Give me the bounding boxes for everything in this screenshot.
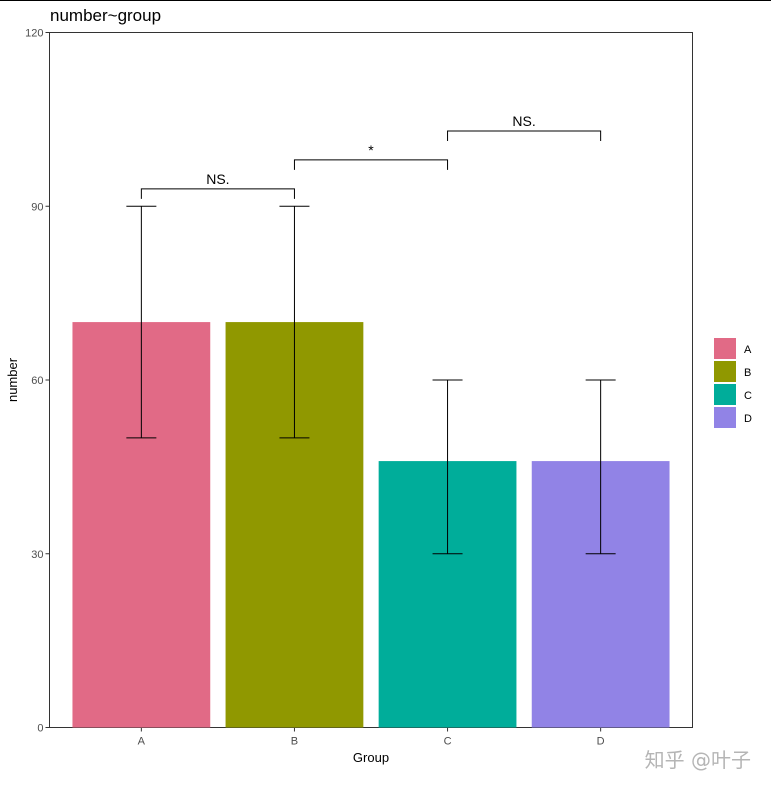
top-border <box>0 0 771 1</box>
legend-swatch <box>714 384 736 405</box>
significance-label: * <box>368 142 374 158</box>
error-bar-C <box>432 379 463 555</box>
significance-bracket-C-D: NS. <box>447 113 602 141</box>
x-tick-label: C <box>444 736 452 748</box>
bracket-line <box>293 159 449 170</box>
y-axis-title: number <box>5 357 20 402</box>
chart-title: number~group <box>50 6 162 25</box>
significance-bracket-A-B: NS. <box>140 171 295 199</box>
y-tick-label: 30 <box>31 549 43 561</box>
legend-label: D <box>744 413 752 425</box>
legend-label: C <box>744 390 752 402</box>
legend-item-B: B <box>714 361 751 382</box>
y-tick-label: 120 <box>25 28 43 40</box>
watermark: 知乎 @叶子 <box>644 748 751 772</box>
y-tick-label: 60 <box>31 375 43 387</box>
legend-label: B <box>744 367 751 379</box>
legend-item-C: C <box>714 384 752 405</box>
significance-label: NS. <box>512 113 535 129</box>
x-axis-title: Group <box>353 750 389 765</box>
legend-item-D: D <box>714 407 752 428</box>
x-tick-label: A <box>138 736 146 748</box>
x-tick-label: B <box>291 736 298 748</box>
significance-label: NS. <box>206 171 229 187</box>
y-tick-label: 90 <box>31 201 43 213</box>
legend-swatch <box>714 407 736 428</box>
significance-bracket-B-C: * <box>293 142 449 170</box>
legend-swatch <box>714 361 736 382</box>
bracket-line <box>140 188 295 199</box>
y-tick-label: 0 <box>37 723 43 735</box>
legend-swatch <box>714 338 736 359</box>
bracket-line <box>447 130 602 141</box>
legend-label: A <box>744 344 752 356</box>
legend-item-A: A <box>714 338 752 359</box>
error-bar-B <box>279 205 310 439</box>
x-tick-label: D <box>597 736 605 748</box>
error-bar-D <box>585 379 616 555</box>
error-bar-A <box>126 205 157 439</box>
